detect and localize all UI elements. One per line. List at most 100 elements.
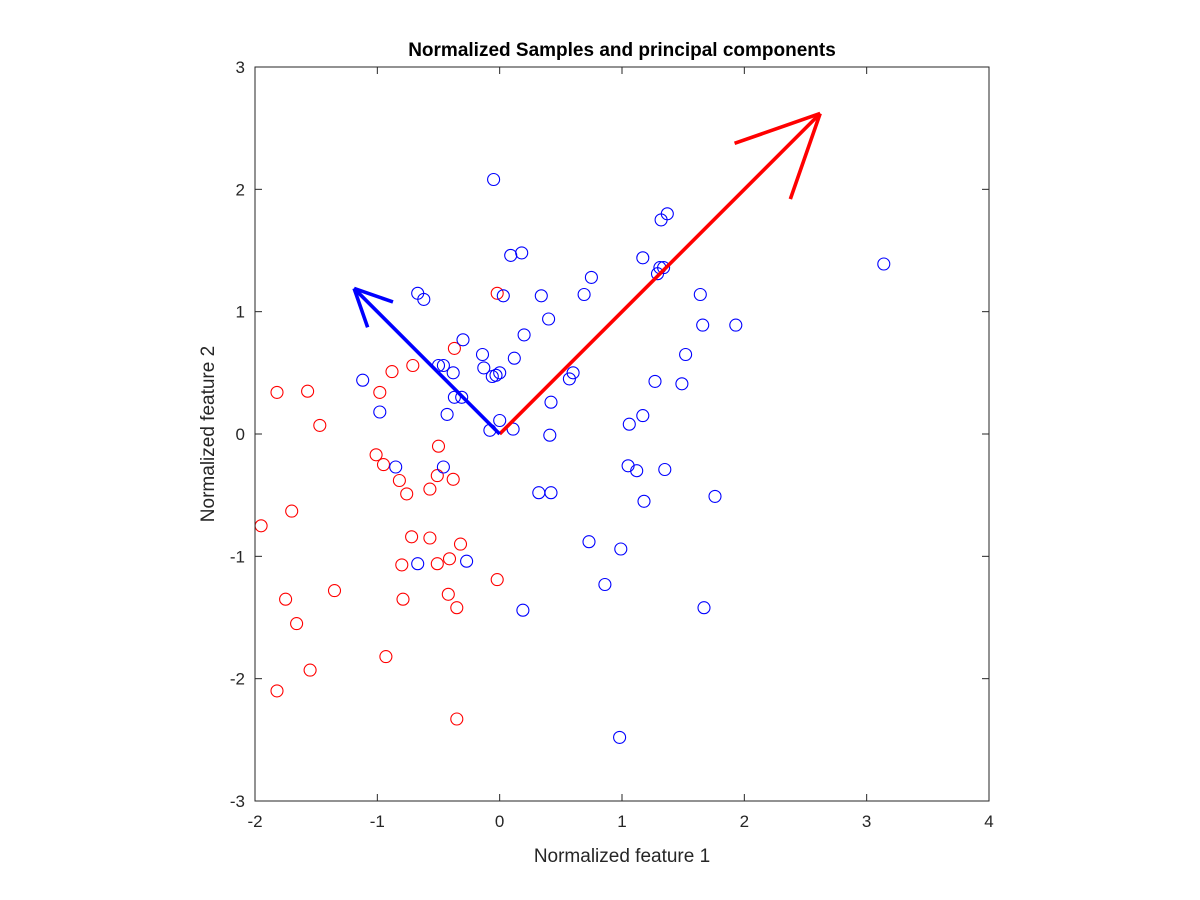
data-point [708,489,722,503]
data-point [675,377,689,391]
data-point [544,486,558,500]
data-point [411,557,425,571]
data-point [487,172,501,187]
data-point [436,460,450,474]
data-point [490,286,504,300]
data-point [460,554,474,568]
data-point [392,473,406,488]
data-point [417,292,431,306]
data-point [430,557,444,571]
y-tick-label: 2 [236,180,245,199]
data-point [356,373,370,387]
y-tick-label: 3 [236,58,245,77]
data-point [566,366,580,380]
data-point [446,472,460,486]
data-point [515,246,529,260]
data-point [613,730,627,744]
data-point [442,552,457,566]
data-point [455,390,469,404]
data-point [446,366,460,380]
plot-area [254,111,891,744]
data-point [475,347,490,362]
data-point [614,542,628,556]
y-tick-label: -2 [230,670,245,689]
data-point [400,487,414,501]
data-point [379,650,393,664]
data-point [493,413,507,428]
data-point [431,439,446,453]
data-point [660,207,674,221]
data-point [658,462,672,477]
data-point [301,384,315,398]
data-point [369,448,383,462]
data-point [657,261,671,275]
data-point [440,407,454,421]
data-point [622,417,636,431]
x-tick-label: 1 [617,812,626,831]
data-point [396,592,410,606]
arrow-head [733,111,821,146]
data-point [441,587,455,601]
x-tick-label: -1 [370,812,385,831]
data-point [389,460,403,474]
x-tick-label: 3 [862,812,871,831]
data-point [490,573,504,587]
data-point [270,684,284,698]
data-point [450,601,464,615]
data-point [496,289,510,303]
data-point [285,504,299,518]
arrow-shaft [352,287,501,436]
data-point [450,712,464,726]
data-point [544,395,558,409]
data-point [385,365,399,379]
data-point [517,328,531,342]
data-point [696,318,710,332]
data-point [423,482,437,496]
data-point [376,458,391,472]
data-point [456,333,470,347]
data-point [373,385,387,399]
y-tick-label: 1 [236,303,245,322]
data-point [598,577,612,592]
data-point [630,464,644,478]
arrow-shaft [498,112,822,436]
data-point [313,418,327,432]
data-point [637,494,651,508]
data-point [447,390,461,404]
data-point [648,374,662,388]
x-tick-label: 4 [984,812,993,831]
data-point [729,318,743,332]
data-point [636,409,650,423]
data-point [327,584,342,598]
data-point [493,366,507,380]
data-point [406,358,420,373]
arrow-head [788,112,822,200]
x-tick-label: 0 [495,812,504,831]
data-point [423,531,437,545]
data-point [516,603,530,617]
arrow-head [352,287,370,328]
y-tick-label: -1 [230,547,245,566]
y-axis-label: Normalized feature 2 [198,346,219,522]
x-tick-label: -2 [247,812,262,831]
series-1 [356,172,891,744]
x-axis-label: Normalized feature 1 [534,846,710,867]
principal-component-arrow-0 [498,111,822,436]
data-point [447,341,461,355]
series-0 [254,286,504,726]
data-point [430,469,444,483]
data-point [534,289,548,303]
principal-component-arrow-1 [352,286,501,436]
data-point [679,347,693,362]
y-tick-label: -3 [230,792,245,811]
data-point [279,592,293,606]
data-point [436,358,450,373]
data-point [584,270,598,284]
data-point [577,287,591,302]
data-point [693,287,707,302]
data-point [877,257,891,271]
data-point [697,601,711,615]
data-point [303,663,317,677]
data-point [507,351,521,365]
